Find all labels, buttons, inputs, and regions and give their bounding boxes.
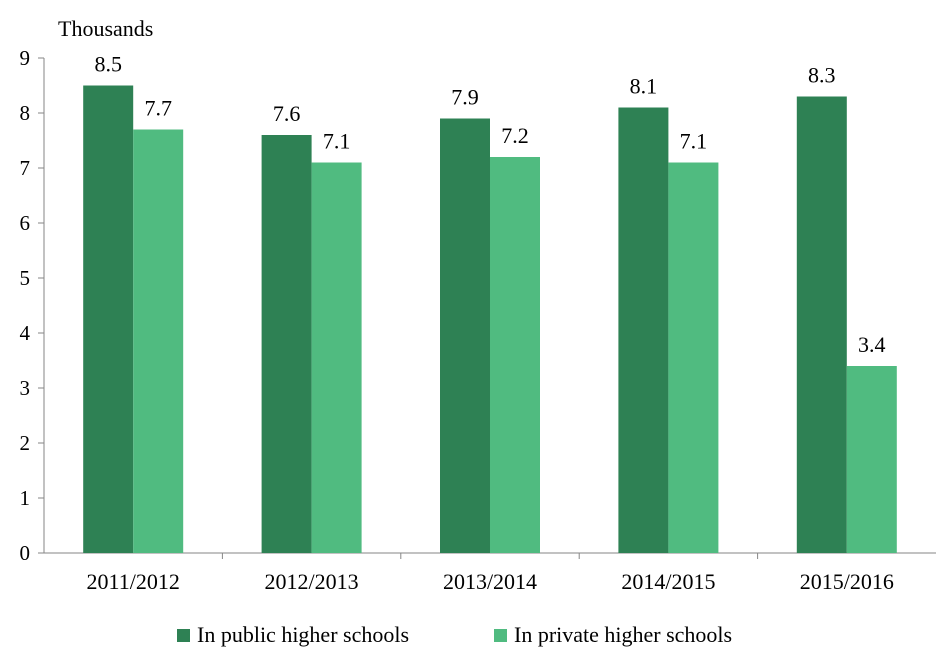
y-tick-label: 6	[20, 211, 31, 235]
bar	[490, 157, 540, 553]
x-tick-label: 2013/2014	[443, 569, 537, 594]
legend-label: In private higher schools	[514, 622, 732, 647]
bar	[618, 108, 668, 554]
legend-swatch	[177, 629, 190, 642]
y-tick-label: 5	[20, 266, 31, 290]
data-label: 7.1	[680, 129, 708, 154]
bar	[312, 163, 362, 554]
legend-label: In public higher schools	[197, 622, 409, 647]
bar	[440, 119, 490, 554]
bars	[83, 86, 897, 554]
data-label: 7.6	[273, 101, 301, 126]
data-label: 8.1	[630, 74, 658, 99]
x-tick-label: 2012/2013	[265, 569, 359, 594]
data-label: 7.9	[451, 85, 479, 110]
bar	[797, 97, 847, 554]
legend-swatch	[494, 629, 507, 642]
y-tick-label: 8	[20, 101, 31, 125]
data-label: 7.1	[323, 129, 351, 154]
data-label: 7.2	[501, 123, 529, 148]
y-tick-label: 9	[20, 46, 31, 70]
bar	[847, 366, 897, 553]
y-tick-label: 0	[20, 541, 31, 565]
bar	[668, 163, 718, 554]
x-tick-label: 2011/2012	[87, 569, 180, 594]
y-tick-label: 3	[20, 376, 31, 400]
data-label: 8.3	[808, 63, 836, 88]
y-tick-label: 4	[20, 321, 31, 345]
data-label: 7.7	[144, 96, 172, 121]
y-tick-label: 7	[20, 156, 31, 180]
bar	[83, 86, 133, 554]
data-label: 3.4	[858, 332, 886, 357]
bar	[262, 135, 312, 553]
x-tick-label: 2014/2015	[621, 569, 715, 594]
x-tick-label: 2015/2016	[800, 569, 894, 594]
y-tick-label: 1	[20, 486, 31, 510]
y-axis-unit-label: Thousands	[58, 16, 153, 41]
data-label: 8.5	[94, 52, 122, 77]
y-tick-label: 2	[20, 431, 31, 455]
bar	[133, 130, 183, 554]
legend: In public higher schools In private highe…	[177, 622, 732, 647]
